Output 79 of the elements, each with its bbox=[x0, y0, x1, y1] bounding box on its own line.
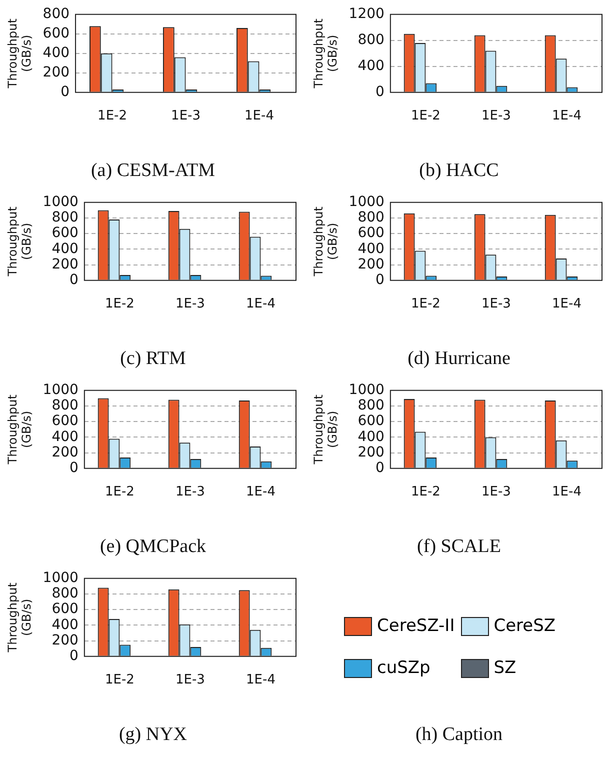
y-tick-label: 400 bbox=[52, 428, 78, 445]
text: (c) RTM bbox=[119, 348, 187, 370]
y-tick-label: 800 bbox=[358, 32, 384, 48]
text: (d) Hurricane bbox=[406, 348, 512, 370]
y-axis-title: Throughput (GB/s) bbox=[5, 582, 34, 654]
x-tick-label: 1E-3 bbox=[175, 484, 205, 500]
y-tick-label: 0 bbox=[376, 84, 384, 100]
y-tick-label: 200 bbox=[358, 444, 384, 460]
y-tick-label: 200 bbox=[52, 256, 78, 272]
y-tick-label: 1000 bbox=[348, 382, 384, 398]
y-tick-label: 0 bbox=[60, 84, 70, 100]
y-tick-label: 1000 bbox=[42, 570, 78, 586]
y-tick-label: 600 bbox=[52, 225, 78, 242]
y-tick-label: 1200 bbox=[348, 6, 384, 22]
y-tick-label: 400 bbox=[42, 45, 70, 62]
y-tick-label: 0 bbox=[70, 272, 78, 288]
x-tick-label: 1E-2 bbox=[104, 672, 134, 688]
y-tick-label: 800 bbox=[52, 210, 78, 226]
y-tick-label: 600 bbox=[358, 413, 384, 430]
x-tick-label: 1E-4 bbox=[552, 484, 582, 500]
y-axis-title: Throughput (GB/s) bbox=[5, 394, 34, 466]
x-tick-label: 1E-2 bbox=[410, 296, 440, 312]
y-tick-label: 400 bbox=[52, 240, 78, 257]
x-tick-label: 1E-2 bbox=[410, 484, 440, 500]
y-tick-label: 600 bbox=[52, 413, 78, 430]
x-tick-label: 1E-4 bbox=[552, 296, 582, 312]
x-tick-label: 1E-3 bbox=[481, 108, 511, 124]
y-tick-label: 0 bbox=[70, 460, 78, 476]
text: (h) Caption bbox=[414, 724, 504, 746]
legend-label: CereSZ bbox=[494, 616, 556, 636]
x-tick-label: 1E-3 bbox=[171, 108, 200, 124]
y-tick-label: 200 bbox=[52, 444, 78, 460]
x-tick-label: 1E-2 bbox=[410, 108, 440, 124]
y-tick-label: 1000 bbox=[42, 382, 78, 398]
y-axis-title: Throughput (GB/s) bbox=[5, 18, 34, 90]
text: (f) SCALE bbox=[416, 536, 502, 558]
y-tick-label: 800 bbox=[52, 586, 78, 602]
y-axis-title: Throughput (GB/s) bbox=[311, 394, 340, 466]
text: (g) NYX bbox=[118, 724, 188, 746]
x-tick-label: 1E-4 bbox=[246, 672, 276, 688]
x-tick-label: 1E-3 bbox=[175, 296, 205, 312]
x-tick-label: 1E-2 bbox=[104, 484, 134, 500]
y-tick-label: 800 bbox=[358, 210, 384, 226]
x-tick-label: 1E-4 bbox=[246, 296, 276, 312]
y-tick-label: 200 bbox=[358, 256, 384, 272]
y-tick-label: 0 bbox=[376, 272, 384, 288]
y-tick-label: 1000 bbox=[42, 194, 78, 210]
y-tick-label: 400 bbox=[358, 58, 384, 74]
text: (a) CESM-ATM bbox=[90, 160, 216, 182]
y-tick-label: 600 bbox=[358, 225, 384, 242]
y-tick-label: 400 bbox=[52, 616, 78, 633]
text: (b) HACC bbox=[418, 160, 500, 182]
y-tick-label: 600 bbox=[52, 601, 78, 618]
y-tick-label: 600 bbox=[42, 26, 70, 42]
y-tick-label: 800 bbox=[52, 398, 78, 414]
y-tick-label: 400 bbox=[358, 428, 384, 445]
y-tick-label: 0 bbox=[70, 648, 78, 664]
y-tick-label: 200 bbox=[52, 632, 78, 648]
legend-label: CereSZ-II bbox=[377, 616, 455, 636]
y-tick-label: 400 bbox=[358, 240, 384, 257]
x-tick-label: 1E-4 bbox=[552, 108, 582, 124]
x-tick-label: 1E-2 bbox=[104, 296, 134, 312]
x-tick-label: 1E-3 bbox=[481, 484, 511, 500]
y-tick-label: 800 bbox=[42, 6, 70, 22]
x-tick-label: 1E-4 bbox=[246, 484, 276, 500]
text: (e) QMCPack bbox=[98, 536, 208, 558]
x-tick-label: 1E-3 bbox=[481, 296, 511, 312]
y-tick-label: 1000 bbox=[348, 194, 384, 210]
y-tick-label: 200 bbox=[42, 64, 70, 81]
y-tick-label: 800 bbox=[358, 398, 384, 414]
y-axis-title: Throughput (GB/s) bbox=[311, 206, 340, 278]
x-tick-label: 1E-2 bbox=[98, 108, 127, 124]
y-axis-title: Throughput (GB/s) bbox=[311, 18, 340, 90]
legend-label: SZ bbox=[494, 658, 516, 678]
x-tick-label: 1E-3 bbox=[175, 672, 205, 688]
x-tick-label: 1E-4 bbox=[244, 108, 274, 124]
legend-label: cuSZp bbox=[377, 658, 430, 678]
y-tick-label: 0 bbox=[376, 460, 384, 476]
y-axis-title: Throughput (GB/s) bbox=[5, 206, 34, 278]
